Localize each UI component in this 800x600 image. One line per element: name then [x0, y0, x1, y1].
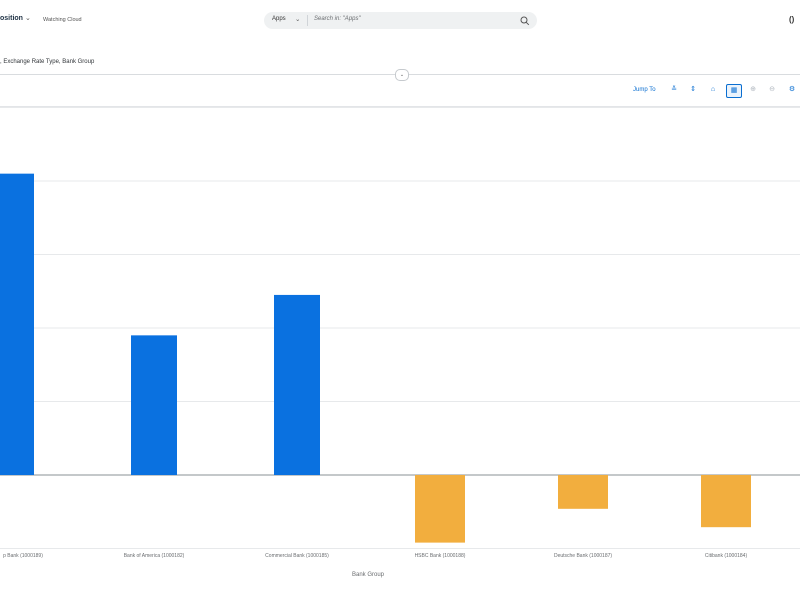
settings-icon[interactable]: ⚙ — [788, 86, 796, 93]
filter-summary: , Exchange Rate Type, Bank Group — [0, 59, 95, 65]
sort-icon[interactable]: ≚ — [671, 86, 677, 93]
shell-header: osition ⌄ Watching Cloud Apps ⌄ Search i… — [0, 0, 800, 42]
category-label: Deutsche Bank (1000187) — [554, 553, 612, 559]
table-view-icon[interactable]: ▦ — [726, 84, 742, 98]
search-input[interactable]: Search in: "Apps" — [314, 16, 361, 22]
app-title[interactable]: osition — [0, 15, 23, 22]
bar[interactable] — [274, 294, 320, 475]
bar[interactable] — [131, 335, 177, 475]
search-icon[interactable] — [520, 14, 530, 32]
zoom-in-icon: ⊕ — [750, 86, 756, 93]
chart-gridlines — [0, 107, 800, 549]
drill-icon[interactable]: ⇕ — [690, 86, 696, 93]
search-scope-select[interactable]: Apps — [272, 16, 286, 22]
category-label: HSBC Bank (1000188) — [415, 553, 466, 559]
chart-bars — [0, 173, 751, 543]
category-label: p Bank (1000189) — [3, 553, 43, 559]
chevron-down-icon[interactable]: ⌄ — [295, 16, 301, 23]
jump-to-button[interactable]: Jump To — [633, 87, 656, 93]
search-divider — [307, 15, 308, 26]
tag-icon[interactable]: ⌂ — [710, 86, 716, 93]
app-subtitle: Watching Cloud — [43, 17, 82, 23]
bar-chart: p Bank (1000189) Bank of America (1000182… — [0, 107, 800, 578]
category-label: Citibank (1000184) — [705, 553, 748, 559]
bar[interactable] — [0, 173, 34, 475]
zoom-out-icon: ⊖ — [769, 86, 775, 93]
chevron-down-icon[interactable]: ⌄ — [25, 15, 31, 22]
chart-category-labels: p Bank (1000189) Bank of America (1000182… — [3, 553, 747, 559]
toolbar-divider — [0, 106, 800, 107]
bar[interactable] — [415, 475, 465, 543]
user-icon[interactable]: () — [789, 15, 795, 24]
collapse-header-button[interactable]: ⌄ — [395, 69, 409, 81]
bar[interactable] — [558, 475, 608, 509]
category-label: Commercial Bank (1000185) — [265, 553, 329, 559]
x-axis-label: Bank Group — [352, 572, 385, 578]
search-bar[interactable]: Apps ⌄ Search in: "Apps" — [264, 12, 537, 29]
bar[interactable] — [701, 475, 751, 528]
category-label: Bank of America (1000182) — [124, 553, 185, 559]
